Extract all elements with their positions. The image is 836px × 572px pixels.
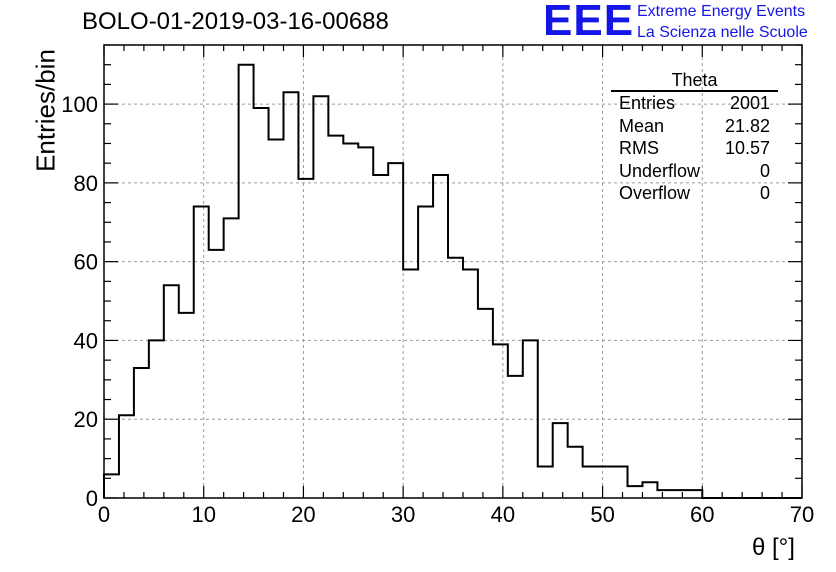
histogram-bin xyxy=(164,285,179,498)
histogram-bin xyxy=(313,96,328,498)
stats-value: 2001 xyxy=(729,93,770,113)
histogram-bin xyxy=(328,136,343,498)
stats-value: 21.82 xyxy=(724,115,770,136)
y-tick-label: 60 xyxy=(74,250,98,275)
eee-logo: EEE xyxy=(543,0,635,45)
stats-box: Theta Entries 2001 Mean 21.82 RMS 10.57 … xyxy=(611,70,778,205)
histogram-bin xyxy=(403,270,418,498)
histogram-bin xyxy=(508,376,523,498)
histogram-bin xyxy=(687,490,702,498)
stats-value: 10.57 xyxy=(724,138,770,158)
histogram-bin xyxy=(598,466,613,498)
x-tick-label: 40 xyxy=(491,502,515,527)
histogram-bin xyxy=(613,466,628,498)
histogram-bin xyxy=(657,490,672,498)
histogram-bin xyxy=(672,490,687,498)
histogram-bin xyxy=(134,368,149,498)
histogram-bin xyxy=(224,218,239,498)
x-tick-label: 60 xyxy=(690,502,714,527)
stats-value: 0 xyxy=(759,183,770,203)
histogram-bin xyxy=(179,313,194,498)
y-tick-label: 0 xyxy=(86,486,98,511)
stats-label: Mean xyxy=(619,115,665,136)
x-tick-label: 50 xyxy=(590,502,614,527)
histogram-bin xyxy=(343,143,358,498)
stats-row-rms: RMS 10.57 xyxy=(611,137,778,160)
histogram-bin xyxy=(628,486,643,498)
histogram-bin xyxy=(538,466,553,498)
histogram-bin xyxy=(463,270,478,498)
histogram-series xyxy=(103,63,802,499)
histogram-bin xyxy=(283,92,298,498)
histogram-bin xyxy=(194,207,209,498)
stats-value: 0 xyxy=(759,160,770,181)
plot-frame xyxy=(103,44,803,499)
x-tick-label: 30 xyxy=(391,502,415,527)
histogram-bin xyxy=(448,258,463,498)
y-tick-label: 80 xyxy=(74,171,98,196)
org-name-line1: Extreme Energy Events xyxy=(637,3,806,20)
chart-title: BOLO-01-2019-03-16-00688 xyxy=(82,8,389,35)
y-axis-label: Entries/bin xyxy=(30,49,61,172)
y-tick-label: 20 xyxy=(74,407,98,432)
stats-title: Theta xyxy=(611,70,778,92)
histogram-bin xyxy=(254,108,269,498)
histogram-bin xyxy=(418,207,433,498)
histogram-bin xyxy=(583,466,598,498)
histogram-bin xyxy=(239,65,254,498)
histogram-bin xyxy=(553,423,568,498)
stats-label: Entries xyxy=(619,93,676,113)
stats-row-overflow: Overflow 0 xyxy=(611,182,778,205)
histogram-bin xyxy=(298,179,313,498)
x-tick-label: 70 xyxy=(790,502,814,527)
histogram-bin xyxy=(149,340,164,498)
stats-label: Underflow xyxy=(619,160,701,181)
histogram-bin xyxy=(523,340,538,498)
histogram-bin xyxy=(642,482,657,498)
x-axis-label: θ [°] xyxy=(752,534,795,561)
stats-row-mean: Mean 21.82 xyxy=(611,115,778,138)
x-tick-label: 10 xyxy=(191,502,215,527)
histogram-bin xyxy=(568,447,583,498)
histogram-bin xyxy=(373,175,388,498)
x-tick-label: 20 xyxy=(291,502,315,527)
histogram-bin xyxy=(119,415,134,498)
stats-row-underflow: Underflow 0 xyxy=(611,160,778,183)
x-tick-label: 0 xyxy=(98,502,110,527)
histogram-bin xyxy=(478,309,493,498)
histogram-bin xyxy=(269,140,284,498)
histogram-bin xyxy=(209,250,224,498)
histogram-bin xyxy=(388,163,403,498)
stats-label: Overflow xyxy=(619,183,691,203)
histogram-bin xyxy=(104,474,119,498)
histogram-bin xyxy=(358,147,373,498)
y-tick-label: 100 xyxy=(61,92,98,117)
y-tick-label: 40 xyxy=(74,328,98,353)
stats-row-entries: Entries 2001 xyxy=(611,92,778,115)
stats-label: RMS xyxy=(619,138,659,158)
histogram-bin xyxy=(493,344,508,498)
org-name-line2: La Scienza nelle Scuole xyxy=(637,24,808,41)
histogram-bin xyxy=(433,175,448,498)
